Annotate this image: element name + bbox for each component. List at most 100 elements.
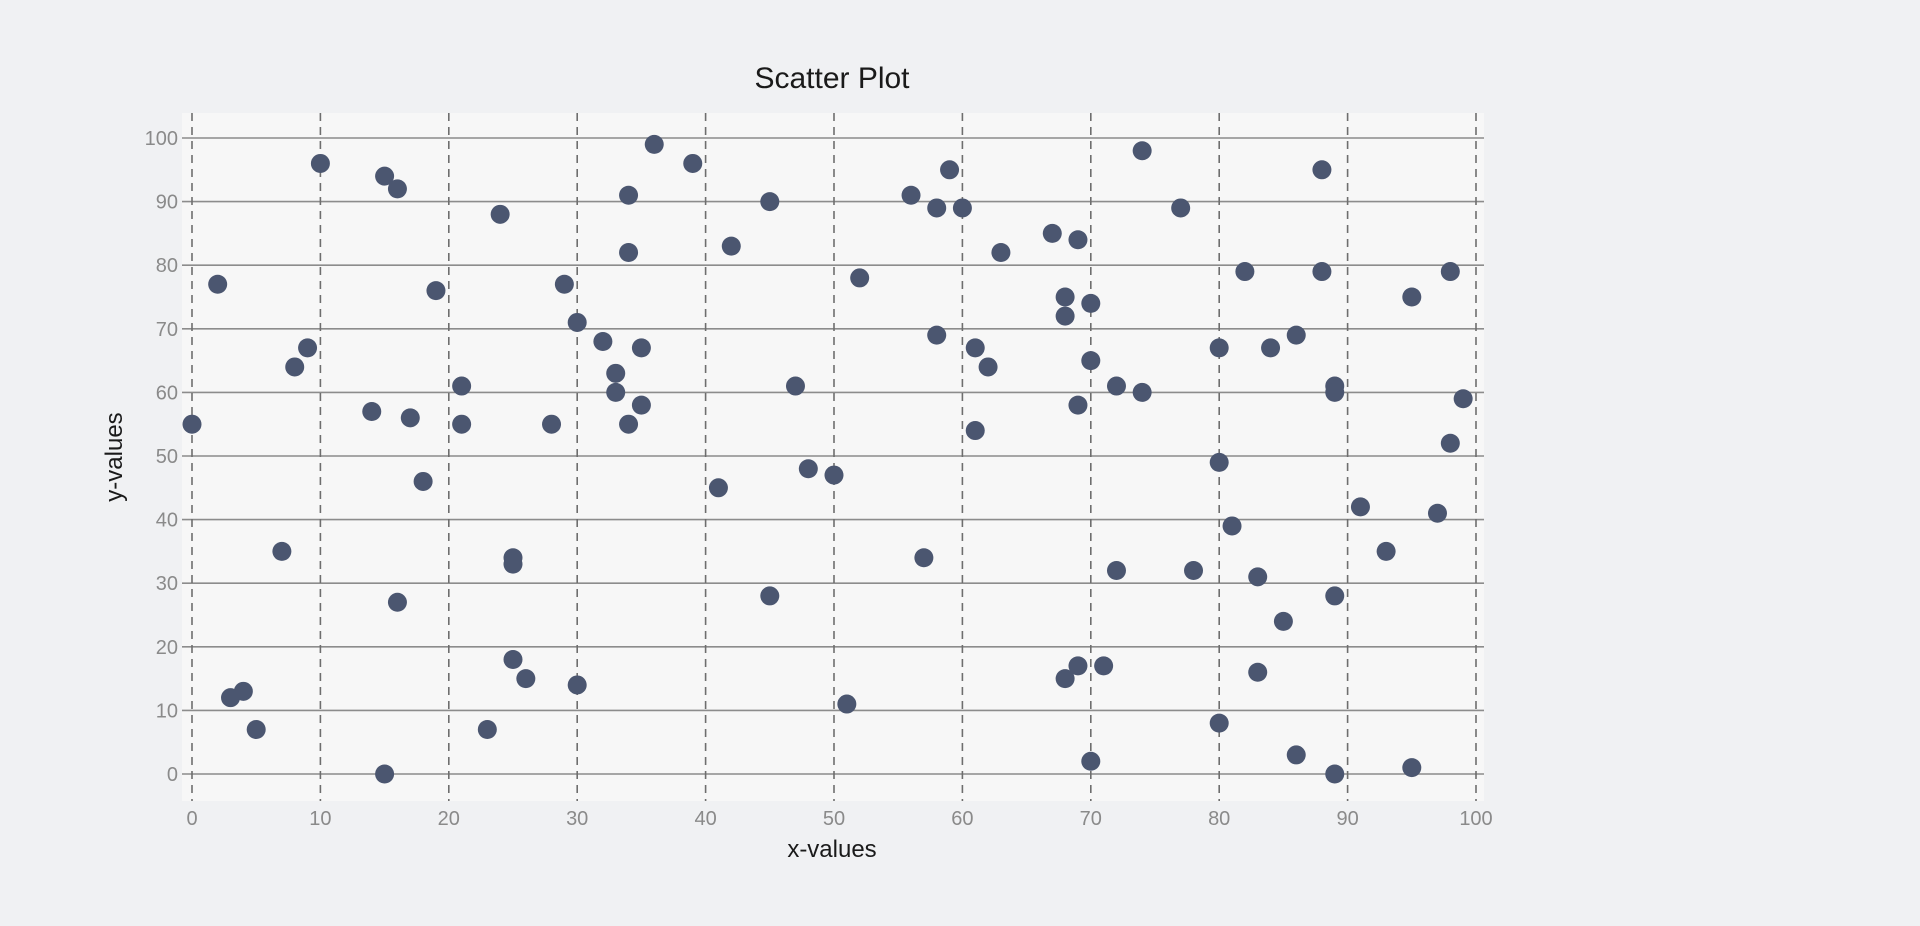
data-point-58 bbox=[1042, 223, 1062, 243]
data-point-82 bbox=[1261, 338, 1281, 358]
data-point-67 bbox=[1081, 751, 1101, 771]
data-point-9 bbox=[362, 401, 382, 421]
data-point-97 bbox=[1440, 262, 1460, 282]
data-point-60 bbox=[1055, 306, 1075, 326]
data-point-38 bbox=[683, 153, 703, 173]
data-point-84 bbox=[1286, 325, 1306, 345]
data-point-14 bbox=[400, 408, 420, 428]
x-tick-labels: 0 10 20 30 40 50 60 70 80 90 100 bbox=[186, 808, 1492, 830]
data-point-48 bbox=[901, 185, 921, 205]
data-point-36 bbox=[631, 395, 651, 415]
data-point-22 bbox=[503, 554, 523, 574]
data-point-1 bbox=[208, 274, 228, 294]
data-point-27 bbox=[567, 312, 587, 332]
data-point-6 bbox=[285, 357, 305, 377]
data-point-83 bbox=[1273, 611, 1293, 631]
data-point-43 bbox=[785, 376, 805, 396]
data-point-73 bbox=[1171, 198, 1191, 218]
x-tick-label-40: 40 bbox=[694, 808, 716, 830]
data-point-31 bbox=[606, 382, 626, 402]
data-point-54 bbox=[965, 338, 985, 358]
data-point-56 bbox=[978, 357, 998, 377]
x-tick-label-20: 20 bbox=[438, 808, 460, 830]
y-tick-label-80: 80 bbox=[156, 255, 178, 277]
x-tick-label-70: 70 bbox=[1080, 808, 1102, 830]
data-point-85 bbox=[1286, 745, 1306, 765]
data-point-10 bbox=[375, 166, 395, 186]
x-tick-label-60: 60 bbox=[951, 808, 973, 830]
data-point-23 bbox=[503, 650, 523, 670]
data-point-98 bbox=[1440, 433, 1460, 453]
data-point-65 bbox=[1081, 293, 1101, 313]
y-tick-label-60: 60 bbox=[156, 382, 178, 404]
data-point-50 bbox=[927, 198, 947, 218]
data-point-57 bbox=[991, 242, 1011, 262]
x-axis-label: x-values bbox=[787, 836, 876, 863]
x-tick-label-30: 30 bbox=[566, 808, 588, 830]
data-point-80 bbox=[1248, 567, 1268, 587]
data-point-90 bbox=[1325, 586, 1345, 606]
y-tick-label-90: 90 bbox=[156, 192, 178, 214]
data-point-40 bbox=[721, 236, 741, 256]
data-point-92 bbox=[1350, 497, 1370, 517]
data-point-33 bbox=[619, 242, 639, 262]
x-tick-label-100: 100 bbox=[1459, 808, 1492, 830]
plot-area bbox=[182, 113, 1484, 801]
y-tick-label-0: 0 bbox=[167, 764, 178, 786]
data-point-12 bbox=[387, 179, 407, 199]
y-tick-label-70: 70 bbox=[156, 319, 178, 341]
chart-title: Scatter Plot bbox=[754, 62, 910, 95]
data-point-70 bbox=[1106, 560, 1126, 580]
data-point-55 bbox=[965, 421, 985, 441]
data-point-51 bbox=[927, 325, 947, 345]
data-point-8 bbox=[310, 153, 330, 173]
data-point-96 bbox=[1427, 503, 1447, 523]
data-point-52 bbox=[940, 160, 960, 180]
x-tick-label-90: 90 bbox=[1336, 808, 1358, 830]
data-point-39 bbox=[708, 478, 728, 498]
data-point-28 bbox=[567, 675, 587, 695]
data-point-30 bbox=[606, 363, 626, 383]
data-point-13 bbox=[387, 592, 407, 612]
y-tick-label-50: 50 bbox=[156, 446, 178, 468]
data-point-91 bbox=[1325, 764, 1345, 784]
data-point-34 bbox=[619, 414, 639, 434]
y-tick-label-20: 20 bbox=[156, 637, 178, 659]
data-point-41 bbox=[760, 192, 780, 212]
data-point-71 bbox=[1132, 141, 1152, 161]
y-tick-label-40: 40 bbox=[156, 510, 178, 532]
data-point-86 bbox=[1312, 160, 1332, 180]
data-point-5 bbox=[272, 541, 292, 561]
data-point-75 bbox=[1209, 338, 1229, 358]
vertical-gridlines bbox=[191, 113, 1477, 801]
data-point-62 bbox=[1068, 230, 1088, 250]
x-tick-label-80: 80 bbox=[1208, 808, 1230, 830]
data-point-81 bbox=[1248, 662, 1268, 682]
data-point-44 bbox=[798, 459, 818, 479]
data-point-46 bbox=[837, 694, 857, 714]
data-point-3 bbox=[233, 681, 253, 701]
data-point-53 bbox=[952, 198, 972, 218]
data-point-89 bbox=[1325, 382, 1345, 402]
data-point-15 bbox=[413, 471, 433, 491]
data-point-25 bbox=[542, 414, 562, 434]
data-points bbox=[182, 134, 1473, 784]
data-point-19 bbox=[477, 719, 497, 739]
data-point-94 bbox=[1402, 287, 1422, 307]
data-point-49 bbox=[914, 548, 934, 568]
data-point-66 bbox=[1081, 351, 1101, 371]
y-tick-label-10: 10 bbox=[156, 700, 178, 722]
data-point-26 bbox=[554, 274, 574, 294]
y-tick-labels: 0 10 20 30 40 50 60 70 80 90 100 bbox=[145, 128, 178, 786]
data-point-20 bbox=[490, 204, 510, 224]
y-tick-label-30: 30 bbox=[156, 573, 178, 595]
y-axis-label: y-values bbox=[101, 412, 128, 501]
x-tick-label-50: 50 bbox=[823, 808, 845, 830]
data-point-24 bbox=[516, 669, 536, 689]
x-tick-label-0: 0 bbox=[186, 808, 197, 830]
data-point-69 bbox=[1106, 376, 1126, 396]
data-point-4 bbox=[246, 719, 266, 739]
data-point-95 bbox=[1402, 758, 1422, 778]
data-point-0 bbox=[182, 414, 202, 434]
